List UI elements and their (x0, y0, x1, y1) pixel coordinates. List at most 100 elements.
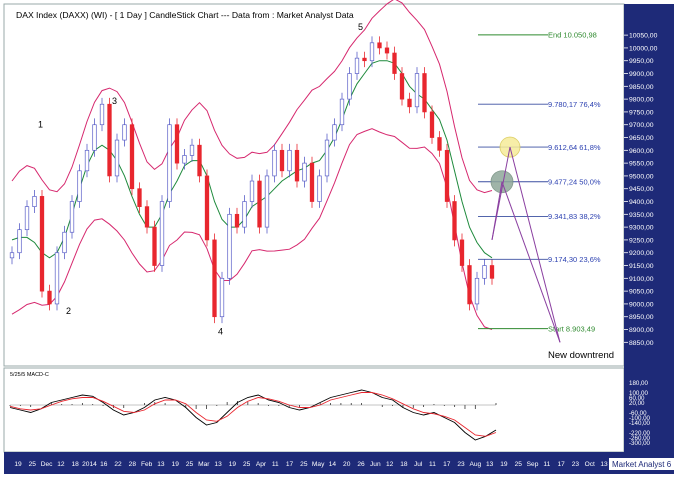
target-line (501, 181, 561, 343)
candle-body (302, 162, 307, 182)
price-tick-label: 8900,00 (629, 327, 654, 334)
price-tick-label: 9250,00 (629, 237, 654, 244)
time-tick-label: 19 (500, 461, 508, 468)
time-tick-label: 23 (457, 461, 465, 468)
time-tick-label: 25 (29, 461, 37, 468)
time-tick-label: 11 (272, 461, 279, 468)
time-tick-label: 12 (386, 461, 394, 468)
candle-body (92, 124, 97, 151)
macd-tick-label: 60,00 (629, 395, 645, 402)
candle-body (62, 231, 67, 254)
candle-body (347, 73, 352, 100)
price-tick-label: 9750,00 (629, 109, 654, 116)
wave-label: 3 (112, 96, 117, 106)
candle-body (324, 139, 330, 177)
macd-tick-label: -140,00 (629, 420, 651, 427)
candle-body (174, 124, 180, 164)
price-tick-label: 9000,00 (629, 301, 654, 308)
x-axis-panel (4, 452, 674, 474)
bollinger-upper (11, 0, 493, 194)
candle-body (279, 149, 285, 172)
time-tick-label: Dec (41, 461, 53, 468)
time-tick-label: 11 (429, 461, 436, 468)
time-tick-label: Feb (141, 461, 153, 468)
time-tick-label: 14 (329, 461, 337, 468)
candle-body (99, 103, 105, 126)
candle-body (234, 213, 240, 228)
candle-body (362, 57, 367, 62)
price-tick-label: 9400,00 (629, 199, 654, 206)
price-tick-label: 9600,00 (629, 148, 654, 155)
price-tick-label: 9350,00 (629, 212, 654, 219)
macd-lines (9, 389, 497, 441)
time-tick-label: 25 (515, 461, 523, 468)
price-tick-label: 9800,00 (629, 97, 654, 104)
candle-body (129, 124, 135, 190)
price-tick-label: 9300,00 (629, 225, 654, 232)
time-tick-label: 19 (172, 461, 180, 468)
candle-body (54, 252, 60, 305)
candle-body (459, 239, 465, 266)
candle-body (204, 175, 210, 241)
candle-body (482, 265, 487, 279)
time-tick-label: 17 (443, 461, 451, 468)
time-tick-label: 25 (186, 461, 194, 468)
time-tick-label: Sep (527, 461, 539, 468)
candle-body (317, 175, 322, 202)
price-tick-label: 10000,00 (629, 45, 658, 52)
candle-body (399, 73, 405, 100)
candle-body (212, 239, 217, 318)
candle-body (227, 213, 232, 279)
wave-label: 1 (38, 119, 43, 129)
macd-tick-label: -220,00 (629, 430, 651, 437)
candle-body (294, 149, 300, 182)
fib-label: End 10.050,98 (548, 31, 597, 40)
time-tick-label: Apr (256, 461, 267, 468)
price-tick-label: 9100,00 (629, 276, 654, 283)
fib-label: 9.780,17 76,4% (548, 100, 601, 109)
macd-line (9, 389, 497, 441)
candle-body (189, 144, 195, 156)
brand-label: Market Analyst 6 (612, 460, 672, 469)
time-tick-label: May (312, 461, 325, 468)
price-tick-label: 9500,00 (629, 173, 654, 180)
candle-body (339, 98, 345, 126)
time-tick-label: 13 (600, 461, 608, 468)
candle-body (354, 57, 360, 74)
macd-tick-label: 20,00 (629, 400, 645, 407)
time-tick-label: Jul (414, 461, 423, 468)
time-tick-label: 28 (129, 461, 137, 468)
candle-body (9, 252, 15, 259)
time-tick-label: Mar (198, 461, 210, 468)
target-projection (490, 136, 561, 343)
y-axis-panel (624, 4, 674, 452)
candles (9, 36, 495, 324)
macd-signal-line (9, 392, 497, 437)
candle-body (332, 124, 337, 141)
time-tick-label: 13 (157, 461, 165, 468)
candle-body (47, 290, 52, 305)
candle-body (272, 149, 277, 177)
price-tick-label: 9700,00 (629, 122, 654, 129)
wave-label: 4 (218, 327, 223, 337)
time-tick-label: 19 (229, 461, 237, 468)
candle-body (444, 149, 450, 202)
wave-label: 2 (66, 306, 71, 316)
time-tick-label: 17 (557, 461, 565, 468)
candle-body (77, 170, 82, 202)
candle-body (84, 149, 90, 172)
fib-label: 9.477,24 50,0% (548, 178, 601, 187)
candle-body (257, 180, 262, 228)
candle-body (452, 201, 457, 241)
candle-body (39, 196, 45, 292)
candle-body (489, 265, 495, 279)
candle-body (467, 265, 472, 305)
candle-body (197, 144, 202, 177)
macd-tick-label: -100,00 (629, 415, 651, 422)
chart-title: DAX Index (DAXX) (WI) - [ 1 Day ] Candle… (16, 10, 354, 20)
time-tick-label: 23 (572, 461, 580, 468)
candle-body (69, 201, 75, 233)
time-tick-label: 18 (400, 461, 408, 468)
time-tick-label: 13 (214, 461, 222, 468)
time-tick-label: 20 (343, 461, 351, 468)
